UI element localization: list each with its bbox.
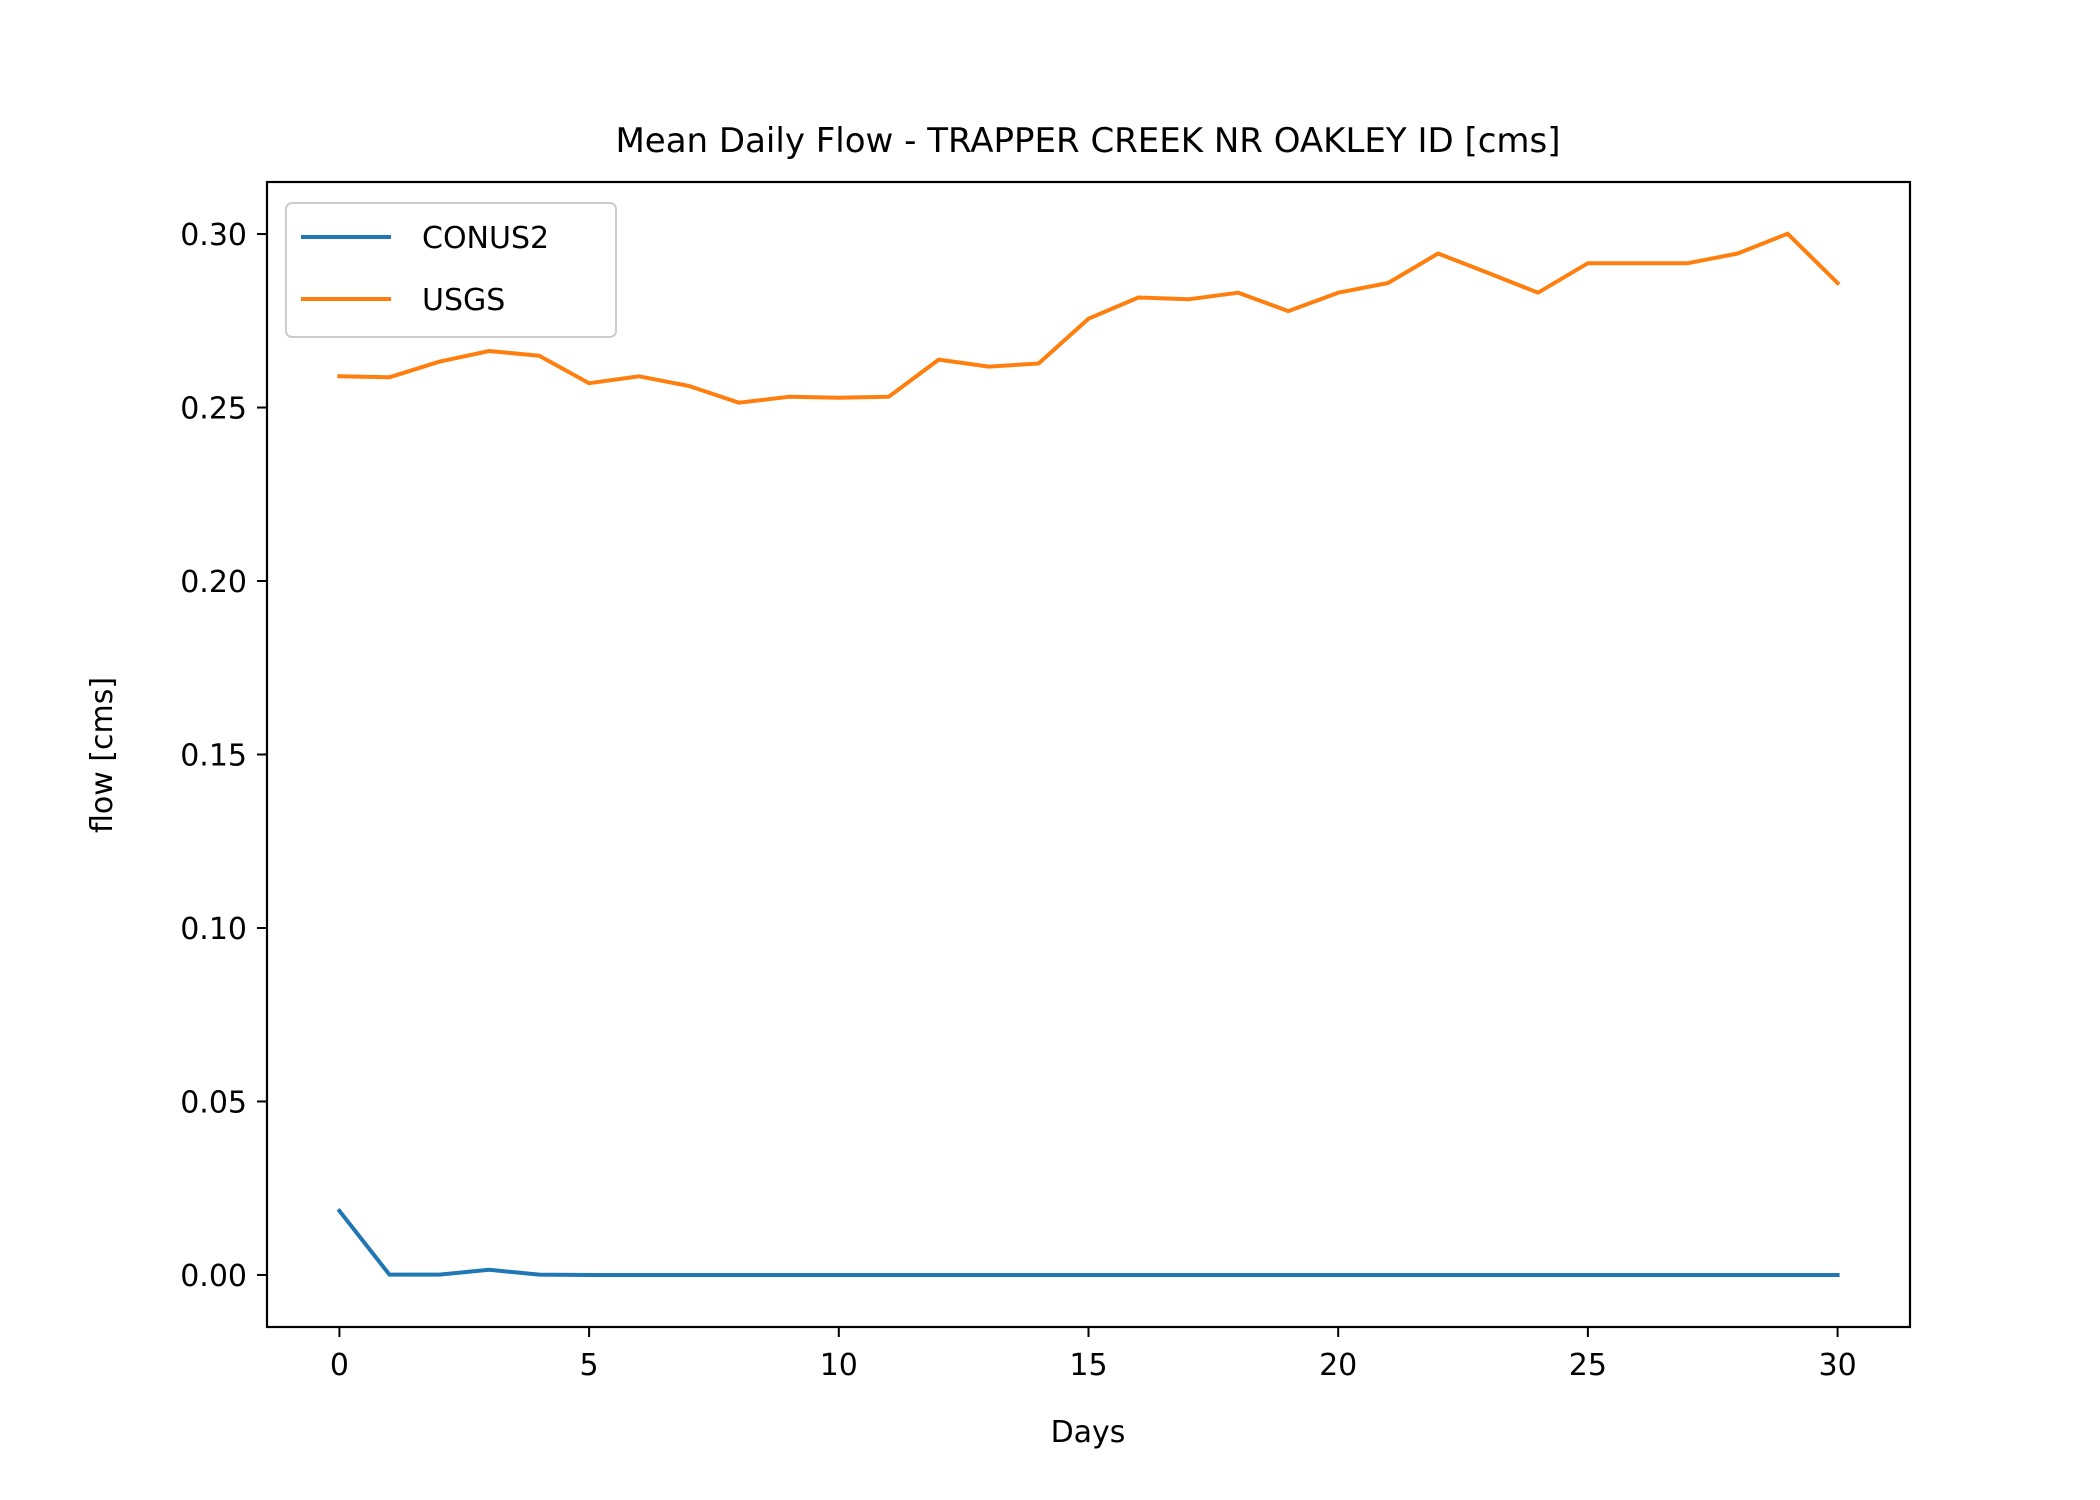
x-axis-ticks: 0 5 10 15 20 25 30 [330, 1327, 1857, 1383]
x-tick-label: 0 [330, 1348, 349, 1383]
x-tick-label: 25 [1569, 1348, 1607, 1383]
series-lines [336, 231, 1841, 1277]
y-tick-label: 0.30 [180, 218, 247, 253]
y-tick-label: 0.00 [180, 1259, 247, 1294]
y-axis-ticks: 0.00 0.05 0.10 0.15 0.20 0.25 0.30 [180, 218, 267, 1294]
x-tick-label: 30 [1818, 1348, 1856, 1383]
x-tick-label: 5 [580, 1348, 599, 1383]
x-tick-label: 15 [1069, 1348, 1107, 1383]
plot-area-frame [265, 180, 1912, 1329]
legend: CONUS2 USGS [285, 202, 617, 338]
legend-label-usgs: USGS [422, 283, 505, 318]
y-tick-label: 0.20 [180, 565, 247, 600]
x-tick-label: 20 [1319, 1348, 1357, 1383]
y-axis-label: flow [cms] [85, 677, 120, 833]
y-tick-label: 0.15 [180, 739, 247, 774]
x-axis-label: Days [1051, 1415, 1126, 1450]
x-tick-label: 10 [820, 1348, 858, 1383]
y-tick-label: 0.10 [180, 912, 247, 947]
chart-title: Mean Daily Flow - TRAPPER CREEK NR OAKLE… [615, 121, 1560, 161]
series-line-conus2 [336, 1207, 1840, 1277]
series-line-usgs [337, 231, 1841, 405]
y-tick-label: 0.25 [180, 392, 247, 427]
y-tick-label: 0.05 [180, 1085, 247, 1120]
legend-label-conus2: CONUS2 [422, 221, 549, 256]
